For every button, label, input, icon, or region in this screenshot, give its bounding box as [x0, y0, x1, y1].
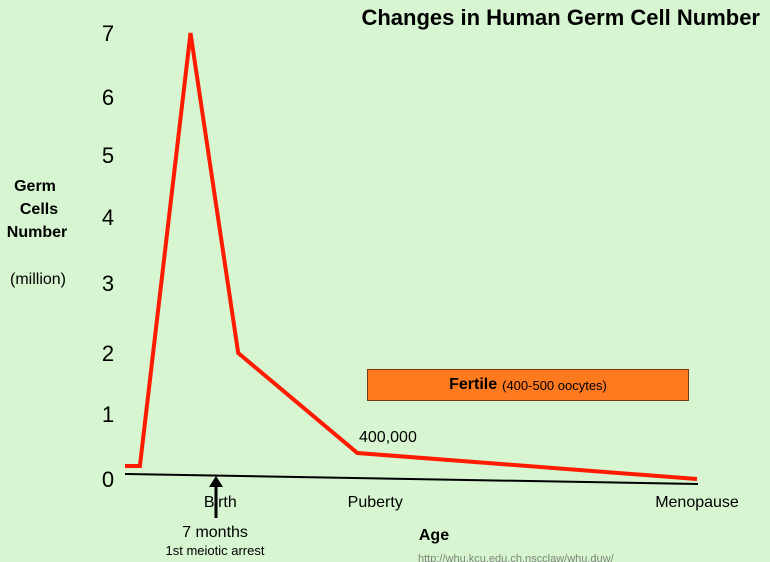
fertile-band: Fertile (400-500 oocytes) [367, 369, 689, 401]
y-tick-label: 7 [102, 21, 114, 46]
arrow-label-line-1: 7 months [182, 524, 248, 541]
x-tick-label: Birth [204, 494, 237, 511]
y-tick-label: 6 [102, 85, 114, 110]
arrow-label-line-2: 1st meiotic arrest [166, 543, 265, 558]
y-tick-label: 0 [102, 467, 114, 492]
y-axis-label-line-1: Germ [14, 178, 56, 195]
fertile-sublabel: (400-500 oocytes) [502, 377, 607, 393]
y-axis-label-line-3: Number [7, 224, 67, 241]
x-tick-labels: Birth Puberty Menopause [204, 494, 739, 511]
y-tick-labels: 0 1 2 3 4 5 6 7 [102, 21, 114, 492]
fertile-label: Fertile [449, 376, 498, 393]
arrow-head-icon [209, 476, 223, 487]
y-tick-label: 1 [102, 402, 114, 427]
y-axis-label-line-2: Cells [20, 201, 58, 218]
x-axis-title: Age [419, 527, 449, 544]
x-tick-label: Menopause [655, 494, 739, 511]
chart-title: Changes in Human Germ Cell Number [361, 5, 760, 30]
x-axis-line [124, 473, 699, 485]
germ-cell-series-line [125, 32, 698, 481]
source-url: http://whu.kcu.edu.ch.nscclaw/whu.duw/ [418, 553, 615, 562]
y-axis-unit: (million) [10, 271, 66, 288]
y-tick-label: 2 [102, 341, 114, 366]
y-tick-label: 5 [102, 143, 114, 168]
y-tick-label: 4 [102, 205, 114, 230]
y-tick-label: 3 [102, 271, 114, 296]
x-tick-label: Puberty [348, 494, 403, 511]
annotation-400000: 400,000 [359, 429, 417, 446]
